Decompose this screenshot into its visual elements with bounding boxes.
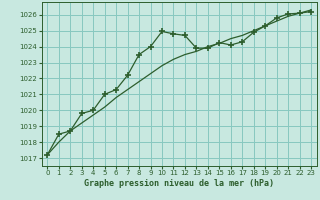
X-axis label: Graphe pression niveau de la mer (hPa): Graphe pression niveau de la mer (hPa): [84, 179, 274, 188]
